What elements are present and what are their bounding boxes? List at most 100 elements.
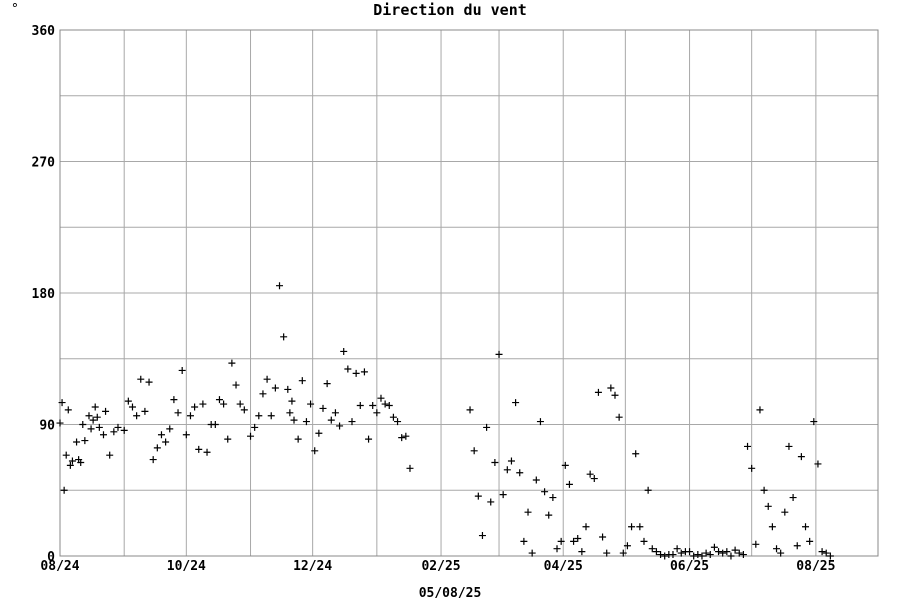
data-point [402,432,410,440]
data-point [611,391,619,399]
data-point [785,442,793,450]
data-point [512,399,520,407]
data-point [259,390,267,398]
data-point [66,461,74,469]
y-tick-label: 0 [47,550,55,565]
data-point [91,403,99,411]
data-point [822,549,830,557]
data-point [191,403,199,411]
data-point [133,412,141,420]
data-point [348,418,356,426]
data-point [232,381,240,389]
data-point [673,545,681,553]
data-point [628,523,636,531]
data-point [565,480,573,488]
data-point [487,498,495,506]
data-point [381,400,389,408]
data-point [578,548,586,556]
data-point [715,548,723,556]
data-point [110,428,118,436]
data-point [694,551,702,559]
data-point [768,523,776,531]
data-point [669,551,677,559]
data-point [315,429,323,437]
data-point [166,425,174,433]
data-point [541,488,549,496]
data-point [619,549,627,557]
data-point [87,425,95,433]
data-point [145,378,153,386]
data-point [220,400,228,408]
data-point [153,444,161,452]
data-point [806,537,814,545]
data-point [706,551,714,559]
data-point [114,423,122,431]
data-point [149,456,157,464]
x-axis: 08/24 10/24 12/24 02/25 04/25 06/25 08/25 [40,559,835,574]
data-point [199,400,207,408]
data-point [499,491,507,499]
data-point [636,523,644,531]
footer-date: 05/08/25 [419,586,482,600]
data-point [818,548,826,556]
data-point [263,375,271,383]
data-point [657,551,665,559]
data-point [311,447,319,455]
chart-title: Direction du vent [373,1,527,19]
data-point [536,418,544,426]
data-point [137,375,145,383]
data-point [748,464,756,472]
data-point [62,451,70,459]
data-point [470,447,478,455]
data-point [182,431,190,439]
data-point [553,545,561,553]
data-point [298,377,306,385]
data-point [516,469,524,477]
x-tick-label: 06/25 [670,559,709,574]
data-point [64,406,72,414]
data-point [174,409,182,417]
data-point [826,552,834,560]
data-point [340,347,348,355]
data-point [251,423,259,431]
y-tick-label: 270 [32,156,56,171]
data-point [162,438,170,446]
data-point [240,406,248,414]
data-point [478,532,486,540]
data-point [483,423,491,431]
data-point [288,397,296,405]
data-point [60,486,68,494]
data-point [211,421,219,428]
data-point [677,549,685,557]
x-tick-label: 10/24 [167,559,206,574]
data-point [106,451,114,459]
data-point [623,542,631,550]
x-tick-label: 12/24 [293,559,332,574]
data-point [327,416,335,424]
data-point [170,396,178,404]
data-point [632,450,640,458]
data-point [365,435,373,443]
data-point [356,402,364,410]
data-point [369,402,377,410]
grid [59,29,878,557]
data-point [186,412,194,420]
data-point [385,402,393,410]
data-point [545,511,553,519]
data-point [280,333,288,341]
data-point [797,453,805,461]
data-point [789,494,797,502]
data-point [68,457,76,465]
data-point [594,388,602,396]
data-point [731,546,739,554]
x-tick-label: 04/25 [544,559,583,574]
data-point [810,418,818,426]
data-point [344,365,352,373]
data-point [760,486,768,494]
data-point [398,434,406,442]
data-point [373,409,381,417]
data-point [686,548,694,556]
data-point [528,549,536,557]
data-point [377,394,385,402]
